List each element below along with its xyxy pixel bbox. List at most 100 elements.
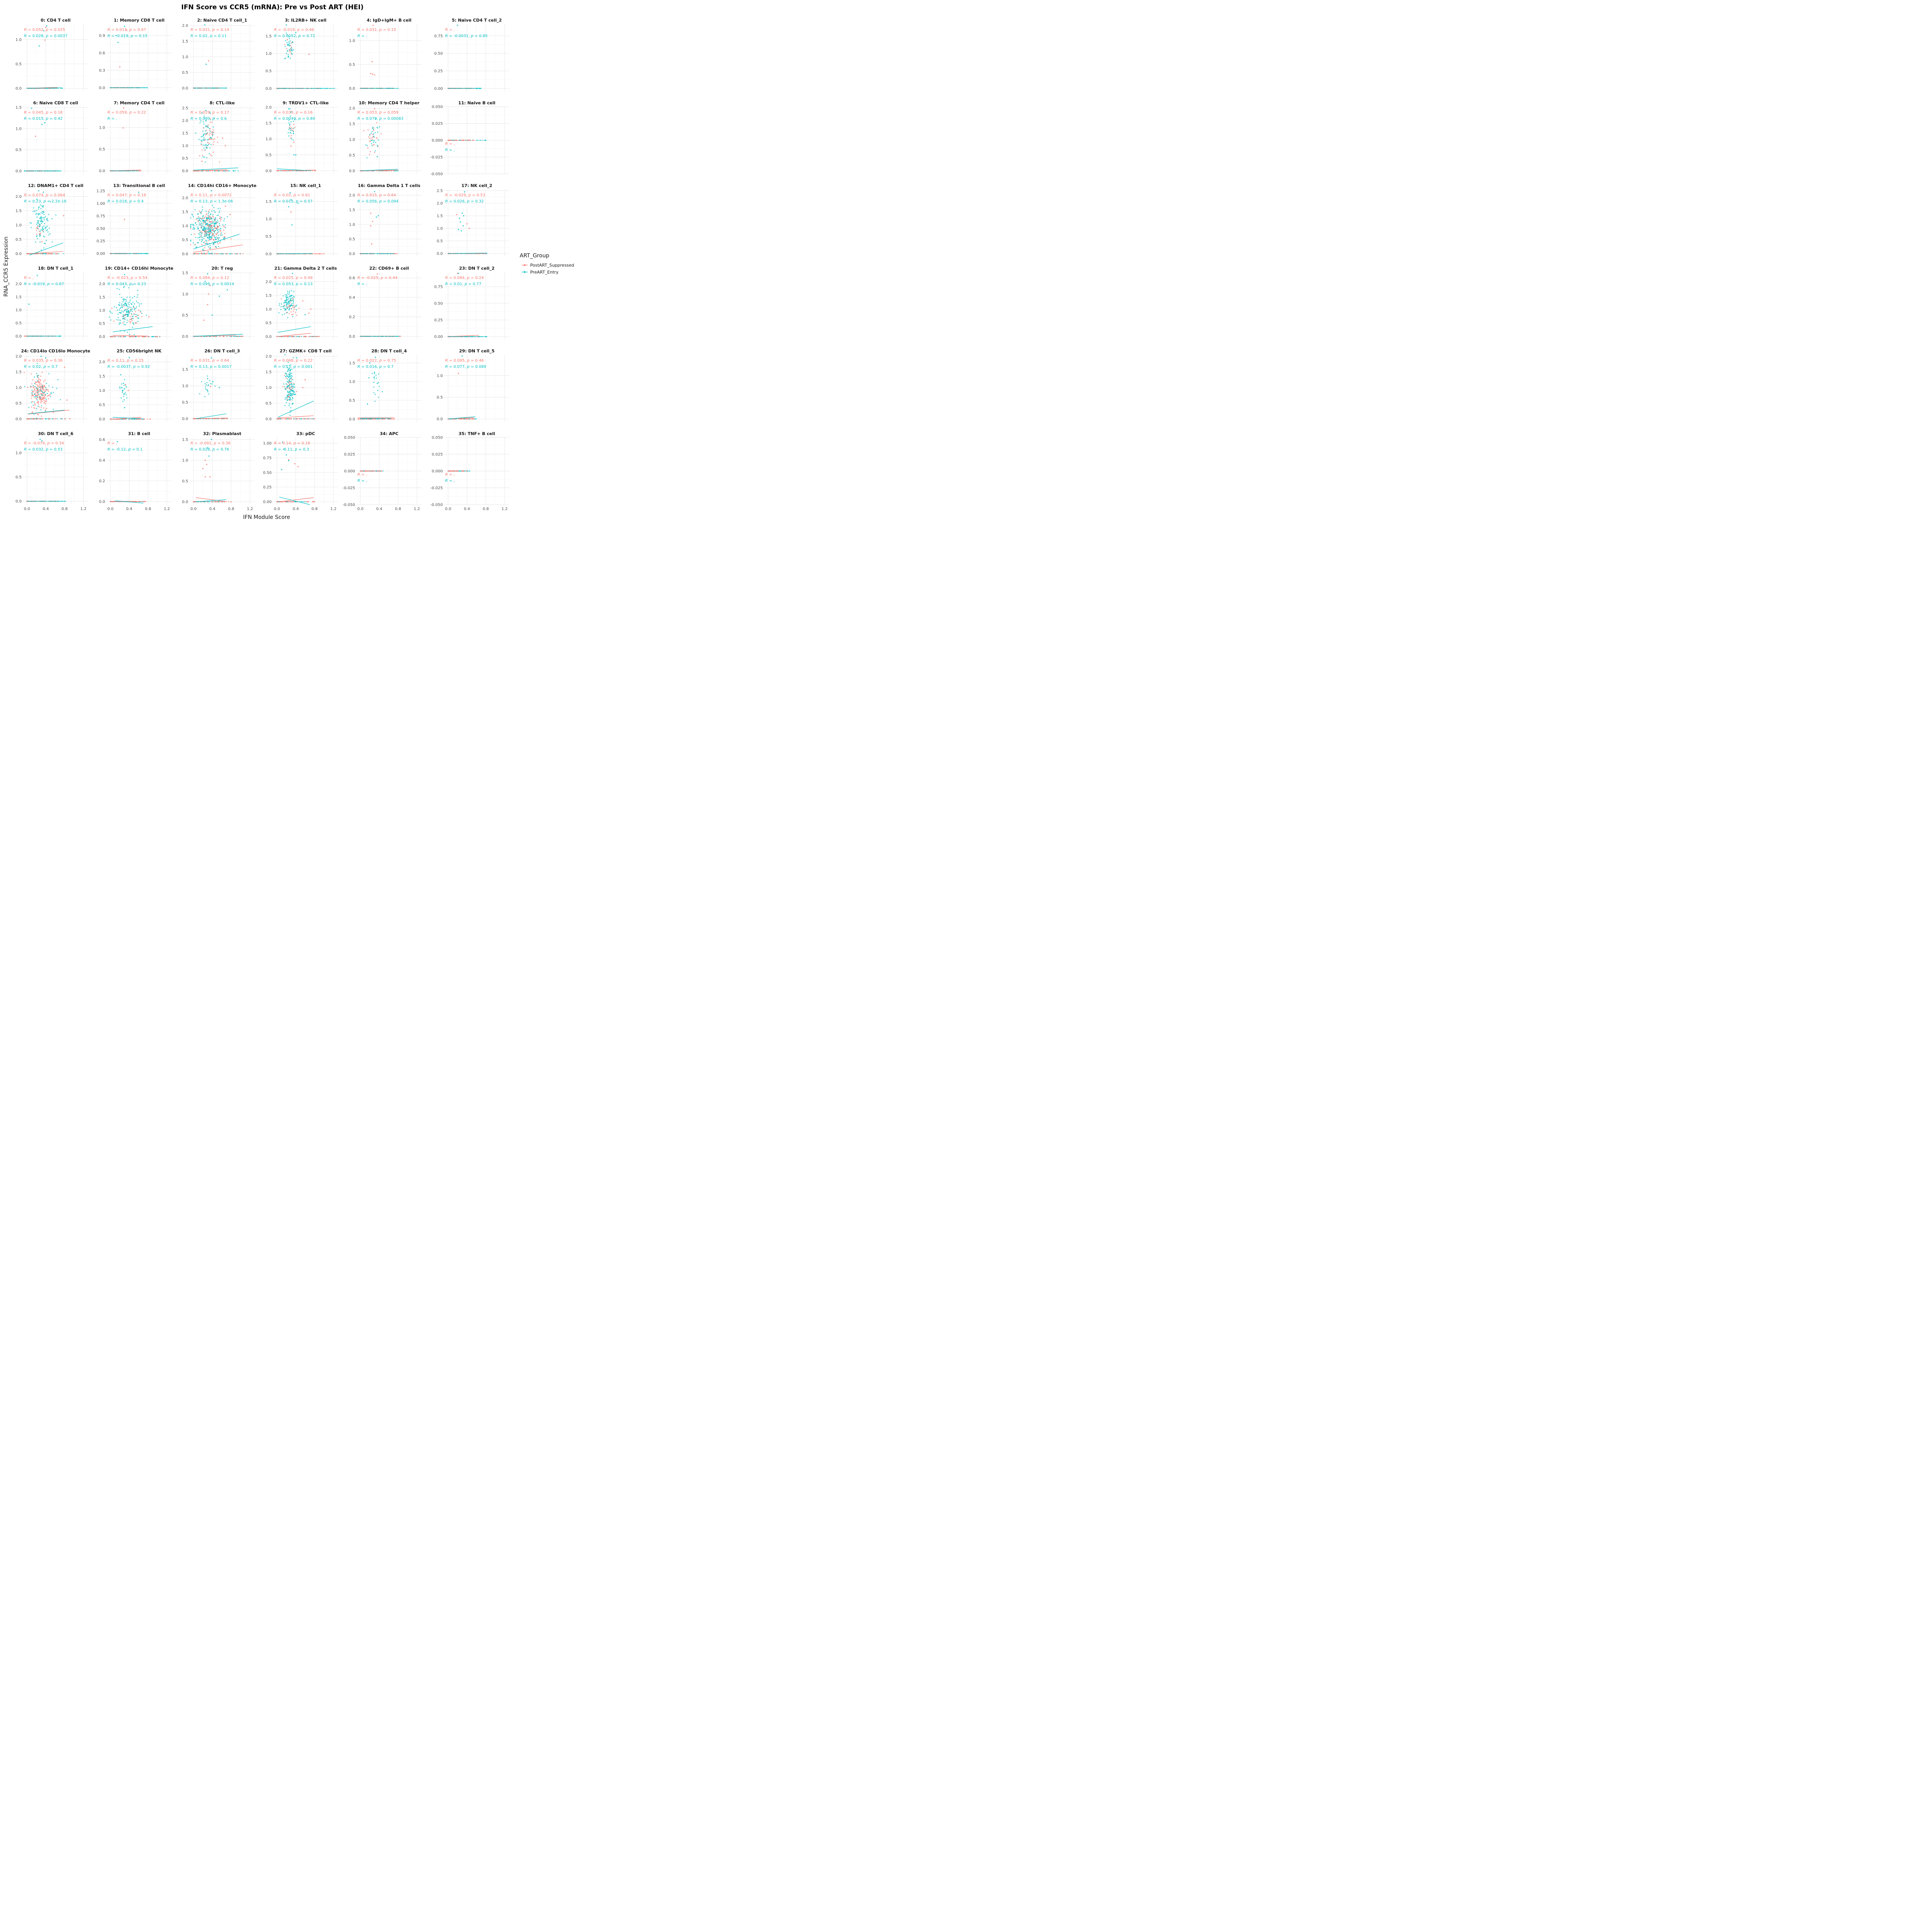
data-point <box>205 211 207 212</box>
data-point <box>129 418 130 420</box>
data-point <box>129 306 130 308</box>
data-point <box>369 134 371 135</box>
data-point <box>291 376 293 377</box>
regression-line <box>193 169 228 171</box>
stat-r-symbol: R <box>357 28 360 32</box>
data-point <box>61 418 63 420</box>
data-point <box>219 230 221 231</box>
data-point <box>291 42 293 43</box>
data-point <box>197 221 199 223</box>
data-point <box>293 303 294 304</box>
stat-p-symbol: p <box>46 117 48 121</box>
correlation-stat: R = 0.052, p = 0.025 <box>24 28 65 32</box>
data-point <box>124 274 125 276</box>
data-point <box>43 381 44 382</box>
data-point <box>205 230 206 231</box>
data-point <box>290 129 292 131</box>
data-point <box>464 191 465 193</box>
data-point <box>208 240 209 242</box>
data-point <box>41 418 43 420</box>
data-point <box>290 145 292 147</box>
data-point <box>132 302 134 303</box>
data-point <box>289 43 291 44</box>
y-tick-label: 1.0 <box>265 52 272 56</box>
data-point <box>126 386 127 388</box>
data-point <box>43 211 44 213</box>
data-point <box>203 123 205 125</box>
data-point <box>373 130 374 131</box>
data-point <box>199 155 201 156</box>
data-point <box>210 232 211 233</box>
y-tick-label: 0.5 <box>99 403 105 407</box>
data-point <box>290 211 292 213</box>
data-point <box>288 308 290 310</box>
data-point <box>54 253 56 254</box>
data-point <box>304 314 306 315</box>
data-point <box>115 35 117 36</box>
data-point <box>374 74 375 76</box>
data-point <box>365 144 367 146</box>
data-point <box>209 230 210 232</box>
data-point <box>293 394 294 395</box>
data-point <box>214 217 216 219</box>
data-point <box>284 354 286 355</box>
data-point <box>281 298 282 300</box>
data-point <box>278 312 280 314</box>
data-point <box>203 217 205 218</box>
data-point <box>125 308 127 310</box>
data-point <box>207 217 208 218</box>
data-point <box>311 418 312 420</box>
y-tick-label: 1.0 <box>15 308 22 313</box>
data-point <box>136 315 138 316</box>
data-point <box>130 316 131 317</box>
data-point <box>372 138 373 140</box>
data-point <box>222 137 223 139</box>
data-point <box>219 225 220 226</box>
stat-r-value: = 0.028 <box>27 34 43 38</box>
data-point <box>44 39 46 41</box>
data-point <box>289 313 290 315</box>
data-point <box>285 336 286 337</box>
data-point <box>230 238 232 240</box>
data-point <box>41 221 43 222</box>
data-point <box>459 218 460 219</box>
data-point <box>39 242 41 243</box>
data-point <box>213 129 214 131</box>
data-point <box>219 207 221 209</box>
data-point <box>133 323 134 325</box>
data-point <box>229 253 230 255</box>
stat-p-value: = 0.094 <box>382 199 398 204</box>
y-tick-label: 1.0 <box>99 308 105 313</box>
stat-r-symbol: R <box>190 193 193 197</box>
data-point <box>199 236 201 238</box>
data-point <box>223 253 224 255</box>
data-point <box>137 294 139 296</box>
facet-panel: 26: DN T cell_30.00.51.01.5R = 0.031, p … <box>182 349 255 422</box>
stat-r-value: = 0.13 <box>193 365 207 369</box>
data-point <box>209 138 210 139</box>
stat-p-value: = 0.15 <box>129 359 144 363</box>
data-point <box>231 335 233 337</box>
correlation-stat: R = 0.013, p = 0.6 <box>190 117 227 121</box>
data-point <box>206 253 208 255</box>
stat-p-symbol: p <box>467 199 469 204</box>
data-point <box>291 294 293 296</box>
data-point <box>36 375 38 377</box>
data-point <box>206 157 207 158</box>
data-point <box>218 246 219 247</box>
data-point <box>370 73 372 74</box>
data-point <box>36 417 37 419</box>
data-point <box>291 127 292 129</box>
stat-p-symbol: p <box>297 28 299 32</box>
data-point <box>38 45 40 47</box>
data-point <box>372 145 374 146</box>
data-point <box>197 237 199 238</box>
data-point <box>285 418 286 420</box>
stat-p-value: = 0.13 <box>298 282 313 286</box>
data-point <box>376 145 378 146</box>
data-point <box>284 399 286 400</box>
data-point <box>199 393 201 395</box>
correlation-stat: R = 0.045, p = 0.18 <box>24 111 63 115</box>
data-point <box>219 242 221 243</box>
data-point <box>286 298 287 300</box>
